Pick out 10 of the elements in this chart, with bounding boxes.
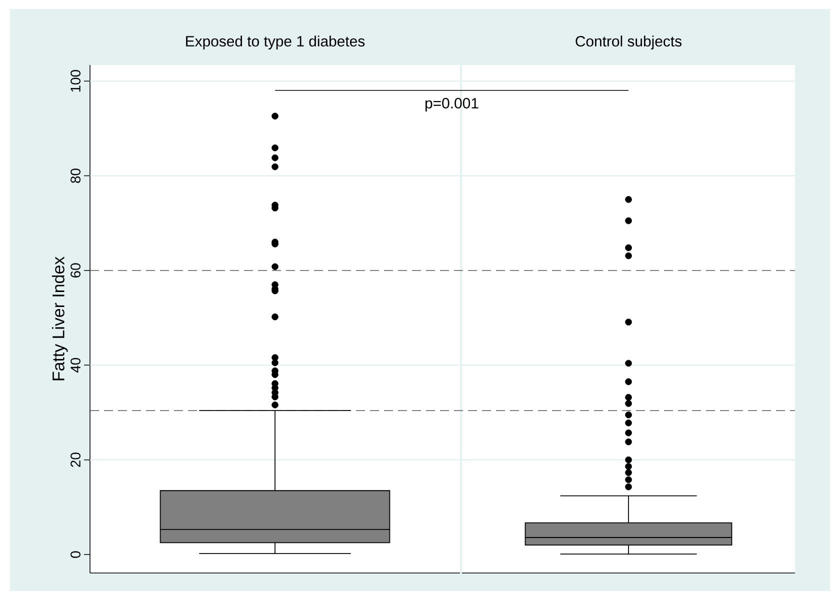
y-tick-label: 0 <box>70 551 80 558</box>
y-tick-label: 60 <box>70 263 80 278</box>
y-tick-label: 80 <box>70 168 80 183</box>
annotation: p=0.001 <box>426 98 478 112</box>
y-tick-label: 20 <box>70 452 80 467</box>
x-tick-label: Control subjects <box>576 36 682 50</box>
y-axis-title: Fatty Liver Index <box>52 256 68 380</box>
x-tick-label: Exposed to type 1 diabetes <box>186 36 365 50</box>
y-tick-label: 100 <box>70 70 80 92</box>
y-tick-label: 40 <box>70 358 80 373</box>
